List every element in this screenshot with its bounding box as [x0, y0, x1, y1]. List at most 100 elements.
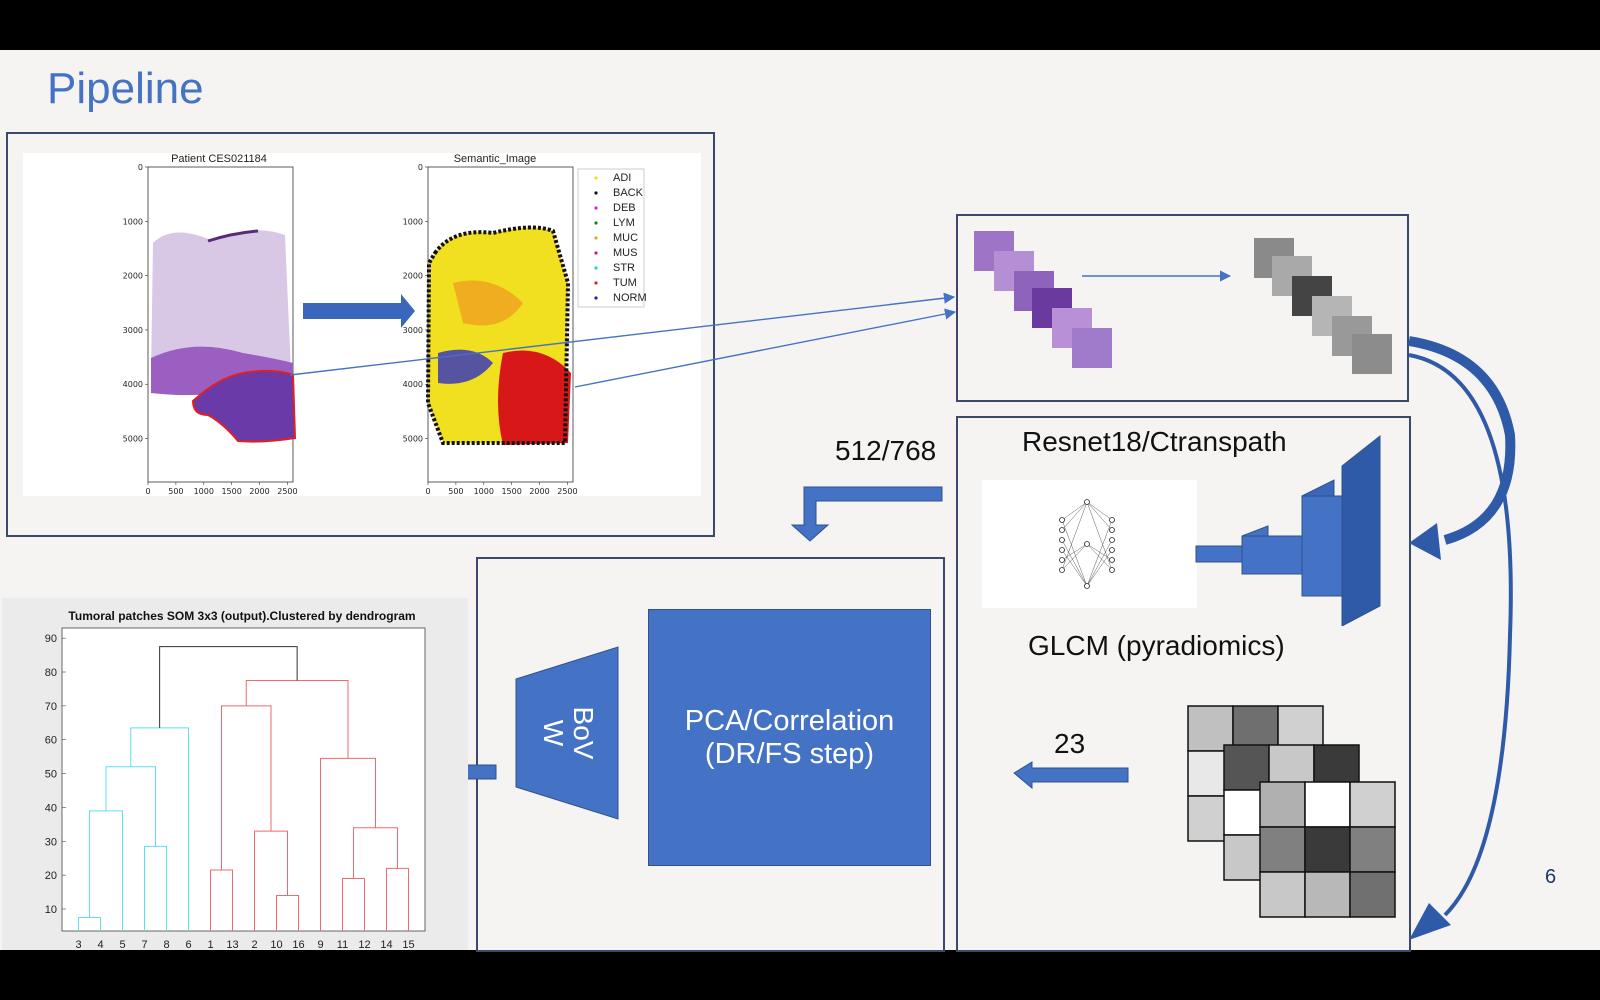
- legend-label: MUS: [613, 247, 637, 259]
- legend-marker: [594, 191, 598, 195]
- bow-label-2: W: [538, 720, 569, 747]
- x-tick-label: 2000: [249, 487, 269, 496]
- y-tick-label: 4000: [123, 380, 143, 389]
- legend-marker: [594, 251, 598, 255]
- dendro-leaf-label: 5: [119, 939, 125, 950]
- dendro-link: [276, 894, 299, 931]
- nn-diagram: [982, 480, 1197, 608]
- dendro-y-tick-label: 20: [45, 870, 57, 882]
- slide-title: Pipeline: [47, 64, 204, 113]
- legend-marker: [594, 176, 598, 180]
- legend-marker: [594, 281, 598, 285]
- dendro-leaf-label: 1: [207, 939, 213, 950]
- resnet-label: Resnet18/Ctranspath: [1022, 426, 1287, 457]
- legend-label: LYM: [613, 217, 635, 229]
- wsi-figure-svg: Patient CES021184 010002000300040005000 …: [123, 153, 647, 496]
- dendro-y-tick-label: 70: [45, 701, 57, 713]
- tissue-light: [151, 230, 291, 382]
- dendro-leaf-label: 9: [317, 939, 323, 950]
- y-tick-label: 3000: [403, 326, 423, 335]
- dendro-leaf-label: 4: [97, 939, 103, 950]
- patches-panel: [956, 214, 1409, 402]
- slide: Pipeline Patient CES021184 0 1000 2000 3000…: [0, 50, 1600, 952]
- x-tick-label: 0: [145, 487, 150, 496]
- connector-layer: [289, 292, 957, 388]
- tissue-edge: [207, 229, 259, 243]
- glcm-dim-label: 23: [1054, 728, 1086, 759]
- dendro-y-tick-label: 60: [45, 735, 57, 747]
- legend-marker: [594, 266, 598, 270]
- legend-label: BACK: [613, 187, 644, 199]
- dendrogram-svg: Tumoral patches SOM 3x3 (output).Cluster…: [45, 609, 426, 951]
- nn-diagram-svg: [1059, 499, 1115, 589]
- curved-arrows: [1408, 336, 1516, 940]
- patch-link-arrow-1: [289, 292, 956, 376]
- dendro-leaf-label: 6: [185, 939, 191, 950]
- he-patches: [974, 231, 1112, 368]
- dendro-leaf-label: 8: [163, 939, 169, 950]
- patch-link-arrow-2: [574, 308, 957, 388]
- dendro-y-tick-label: 10: [45, 904, 57, 916]
- pca-box: PCA/Correlation (DR/FS step): [648, 609, 931, 866]
- dendro-y-tick-label: 80: [45, 667, 57, 679]
- dendrogram-panel: Tumoral patches SOM 3x3 (output).Cluster…: [2, 598, 468, 951]
- curved-arrow-to-cnn-head: [1409, 523, 1441, 560]
- y-tick-label: 2000: [403, 272, 423, 281]
- dendro-leaf-label: 14: [380, 939, 392, 950]
- pca-label-line2: (DR/FS step): [704, 737, 875, 770]
- dendro-leaf-label: 10: [270, 939, 282, 950]
- x-tick-label: 1000: [474, 487, 494, 496]
- page-number: 6: [1545, 866, 1557, 888]
- dendro-y-tick-label: 50: [45, 769, 57, 781]
- dendro-leaf-label: 7: [141, 939, 147, 950]
- dendro-leaf-label: 11: [337, 939, 348, 950]
- dendrogram-x-ticks: 3 4 5 7 8 6 1 13 2 10 16 9 11 12 14 15: [75, 939, 414, 951]
- x-tick-label: 500: [168, 487, 183, 496]
- legend-marker: [594, 221, 598, 225]
- dendrogram-y-ticks: 10 20 30 40 50 60 70 80 90: [45, 633, 66, 916]
- dendro-link: [130, 727, 189, 931]
- feature-dim-label: 512/768: [835, 435, 937, 466]
- semantic-legend-items: ADI BACK DEB LYM MUC MUS STR TUM NORM: [594, 172, 647, 304]
- dendro-leaf-label: 3: [75, 939, 81, 950]
- legend-label: MUC: [613, 232, 638, 244]
- patches-svg: [974, 231, 1392, 374]
- dendro-leaf-label: 16: [292, 939, 304, 950]
- legend-label: NORM: [613, 292, 647, 304]
- semantic-plot-title: Semantic_Image: [454, 153, 537, 165]
- legend-label: STR: [613, 262, 635, 274]
- dendro-leaf-label: 12: [358, 939, 370, 950]
- semantic-map-norm: [438, 349, 493, 384]
- y-tick-label: 5000: [123, 435, 143, 444]
- legend-label: DEB: [613, 202, 636, 214]
- curved-arrow-to-cnn: [1408, 336, 1516, 545]
- dendrogram-links: [78, 646, 409, 931]
- bow-label-1: BoV: [568, 707, 599, 760]
- semantic-legend: [577, 168, 645, 308]
- cnn-blocks: [1195, 434, 1381, 626]
- legend-marker: [594, 236, 598, 240]
- curved-arrow-to-glcm: [1408, 353, 1513, 917]
- x-tick-label: 2000: [529, 487, 549, 496]
- semantic-x-ticks: 0 500 1000 1500 2000 2500: [425, 482, 578, 496]
- x-tick-label: 1000: [194, 487, 214, 496]
- tumor-region: [191, 369, 297, 443]
- legend-label: TUM: [613, 277, 637, 289]
- y-tick-label: 0: [418, 163, 423, 172]
- pca-label-line1: PCA/Correlation: [684, 704, 895, 737]
- feature-panel: Resnet18/Ctranspath GLCM (pyradiomics): [956, 416, 1411, 952]
- bent-arrow: [790, 486, 943, 542]
- glcm-matrices: [1187, 705, 1396, 918]
- legend-marker: [594, 206, 598, 210]
- legend-label: ADI: [613, 172, 631, 184]
- wsi-panel: Patient CES021184 0 1000 2000 3000 4000 5000 …: [6, 132, 715, 537]
- patient-plot-title: Patient CES021184: [171, 153, 267, 165]
- semantic-map-muc: [453, 280, 523, 326]
- dendro-y-tick-label: 30: [45, 836, 57, 848]
- x-tick-label: 0: [425, 487, 430, 496]
- gray-patches: [1254, 238, 1392, 374]
- patient-y-ticks: 0 1000 2000 3000 4000 5000: [123, 163, 148, 444]
- y-tick-label: 0: [138, 163, 143, 172]
- dendro-leaf-label: 2: [251, 939, 257, 950]
- y-tick-label: 3000: [123, 326, 143, 335]
